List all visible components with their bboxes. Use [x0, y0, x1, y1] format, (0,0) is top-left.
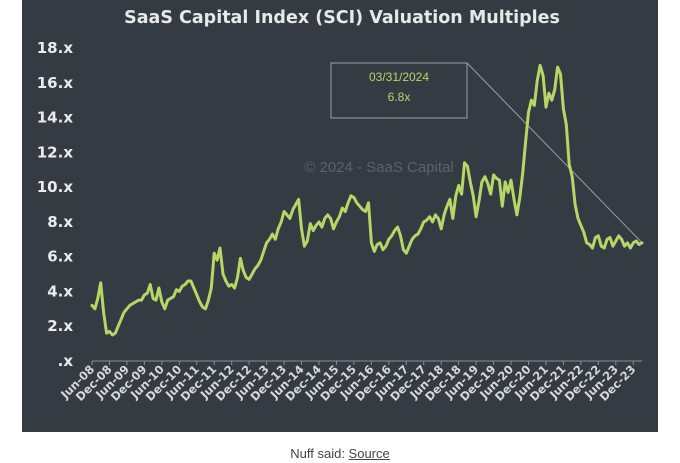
- annotation-date: 03/31/2024: [369, 70, 429, 84]
- y-tick-label: 10.x: [37, 178, 74, 196]
- y-tick-label: 2.x: [47, 317, 73, 335]
- y-tick-label: .x: [58, 352, 74, 370]
- annotation-callout: 03/31/2024 6.8x: [330, 62, 468, 119]
- watermark: © 2024 - SaaS Capital: [304, 159, 453, 176]
- y-axis: .x 2.x 4.x 6.x 8.x 10.x 12.x 14.x 16.x 18.x: [37, 39, 74, 370]
- y-tick-label: 4.x: [47, 282, 73, 300]
- source-link[interactable]: Source: [348, 446, 390, 461]
- y-tick-label: 18.x: [37, 39, 74, 57]
- caption: Nuff said: Source: [0, 446, 680, 461]
- y-tick-label: 12.x: [37, 143, 74, 161]
- series-line-sci: [90, 63, 644, 337]
- annotation-leader-line: [466, 62, 643, 244]
- annotation-box: [330, 62, 468, 119]
- y-tick-label: 16.x: [37, 74, 74, 92]
- valuation-chart: SaaS Capital Index (SCI) Valuation Multi…: [22, 0, 658, 432]
- y-tick-label: 6.x: [47, 248, 73, 266]
- y-tick-label: 14.x: [37, 109, 74, 127]
- caption-prefix: Nuff said:: [290, 446, 349, 461]
- chart-panel: SaaS Capital Index (SCI) Valuation Multi…: [22, 0, 658, 432]
- annotation-value: 6.8x: [388, 90, 411, 104]
- chart-title: SaaS Capital Index (SCI) Valuation Multi…: [124, 8, 560, 28]
- y-tick-label: 8.x: [47, 213, 73, 231]
